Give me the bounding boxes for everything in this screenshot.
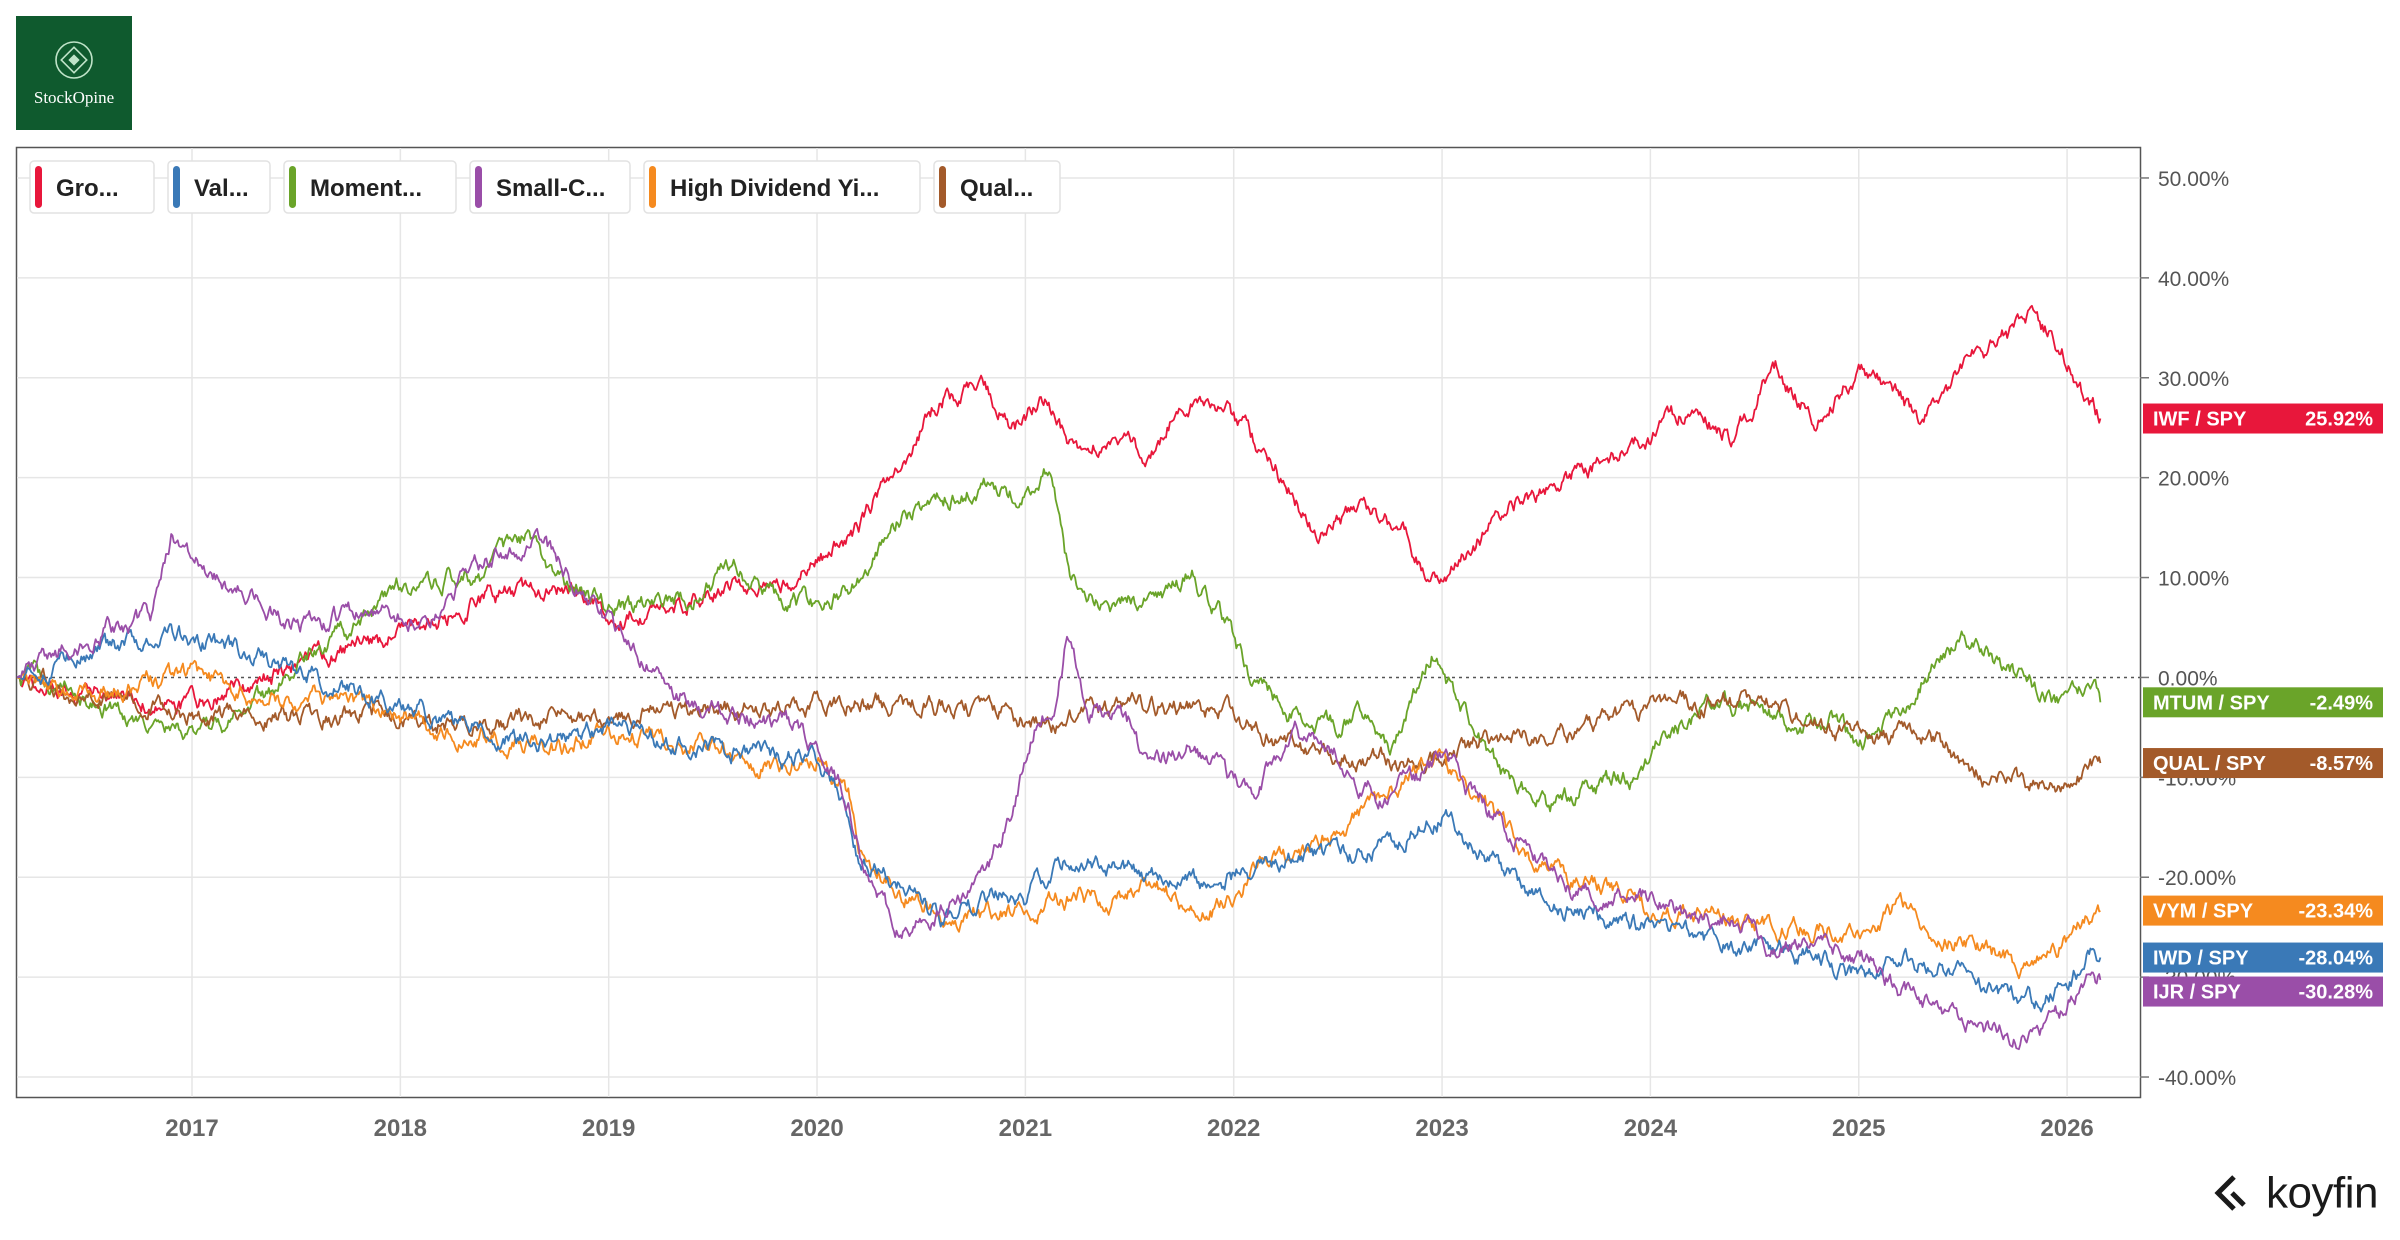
legend-item-box [469, 160, 631, 214]
legend-item-label: High Dividend Yi... [670, 175, 879, 202]
legend-item-box [167, 160, 271, 214]
plot-frame [15, 146, 2142, 1099]
legend-item-box [29, 160, 155, 214]
legend-item: Small-C... [469, 160, 631, 214]
x-tick-label: 2020 [790, 1115, 843, 1142]
legend-item-label: Gro... [56, 175, 119, 202]
value-label-box [2143, 687, 2383, 718]
stockopine-logo: StockOpine [16, 16, 132, 130]
y-tick-label: 30.00% [2158, 368, 2229, 391]
value-label-name: IJR / SPY [2153, 982, 2241, 1004]
y-tick-label: 50.00% [2158, 168, 2229, 191]
value-label-vym: VYM / SPY -23.34% [2143, 895, 2383, 926]
x-tick-label: 2024 [1624, 1115, 1678, 1142]
value-label-box [2143, 976, 2383, 1007]
value-labels: IWF / SPY 25.92% MTUM / SPY -2.49% QUAL / SP… [2143, 403, 2383, 1007]
legend-item-box [643, 160, 921, 214]
legend-item: Val... [167, 160, 271, 214]
legend-color-swatch [649, 166, 656, 208]
value-label-value: -23.34% [2299, 901, 2374, 923]
series-lines [16, 304, 2102, 1051]
x-tick-label: 2021 [999, 1115, 1052, 1142]
gridlines [17, 148, 2140, 1097]
value-label-value: -30.28% [2299, 982, 2374, 1004]
value-label-qual: QUAL / SPY -8.57% [2143, 748, 2383, 779]
value-label-mtum: MTUM / SPY -2.49% [2143, 687, 2383, 718]
value-label-name: MTUM / SPY [2153, 692, 2270, 714]
value-label-name: QUAL / SPY [2153, 753, 2267, 775]
legend-color-swatch [289, 166, 296, 208]
x-tick-label: 2017 [165, 1115, 218, 1142]
logo-text: StockOpine [33, 88, 115, 107]
legend-item-label: Val... [194, 175, 249, 202]
y-tick-label: 20.00% [2158, 468, 2229, 491]
value-label-box [2143, 403, 2383, 434]
legend-color-swatch [475, 166, 482, 208]
legend-item: Moment... [283, 160, 457, 214]
value-label-box [2143, 942, 2383, 973]
x-tick-label: 2018 [374, 1115, 427, 1142]
series-line-iwd [16, 623, 2102, 1013]
x-tick-label: 2019 [582, 1115, 635, 1142]
legend-item: High Dividend Yi... [643, 160, 921, 214]
x-tick-label: 2025 [1832, 1115, 1885, 1142]
y-tick-label: -20.00% [2158, 867, 2236, 890]
legend-item-label: Moment... [310, 175, 422, 202]
x-tick-label: 2026 [2040, 1115, 2093, 1142]
value-label-name: IWF / SPY [2153, 409, 2247, 431]
axes: 2017 2018 2019 2020 2021 2022 2023 2024 2025 2026… [165, 168, 2236, 1142]
koyfin-logo-icon [2214, 1175, 2247, 1211]
value-label-value: 25.92% [2305, 409, 2373, 431]
legend: Gro... Val... Moment... Small-C... High Divi… [29, 160, 1061, 214]
value-label-box [2143, 748, 2383, 779]
value-label-name: VYM / SPY [2153, 901, 2254, 923]
value-label-value: -28.04% [2299, 948, 2374, 970]
value-label-box [2143, 895, 2383, 926]
legend-item-box [283, 160, 457, 214]
legend-item: Gro... [29, 160, 155, 214]
y-tick-label: 0.00% [2158, 667, 2218, 690]
diamond-emblem-icon [55, 41, 93, 79]
series-line-mtum [16, 468, 2102, 813]
y-tick-label: 10.00% [2158, 568, 2229, 591]
value-label-ijr: IJR / SPY -30.28% [2143, 976, 2383, 1007]
watermark-text: koyfin [2266, 1168, 2378, 1217]
value-label-iwf: IWF / SPY 25.92% [2143, 403, 2383, 434]
legend-item-label: Small-C... [496, 175, 605, 202]
legend-color-swatch [173, 166, 180, 208]
legend-item-label: Qual... [960, 175, 1033, 202]
value-label-value: -2.49% [2310, 692, 2374, 714]
series-line-qual [16, 667, 2102, 793]
legend-color-swatch [939, 166, 946, 208]
legend-color-swatch [35, 166, 42, 208]
y-tick-label: -40.00% [2158, 1067, 2236, 1090]
value-label-value: -8.57% [2310, 753, 2374, 775]
value-label-iwd: IWD / SPY -28.04% [2143, 942, 2383, 973]
series-line-iwf [16, 304, 2102, 716]
legend-item-box [933, 160, 1061, 214]
koyfin-watermark: koyfin [2210, 1166, 2378, 1218]
legend-item: Qual... [933, 160, 1061, 214]
series-line-ijr [16, 527, 2102, 1051]
x-tick-label: 2023 [1415, 1115, 1468, 1142]
y-tick-label: 40.00% [2158, 268, 2229, 291]
value-label-name: IWD / SPY [2153, 948, 2249, 970]
x-tick-label: 2022 [1207, 1115, 1260, 1142]
